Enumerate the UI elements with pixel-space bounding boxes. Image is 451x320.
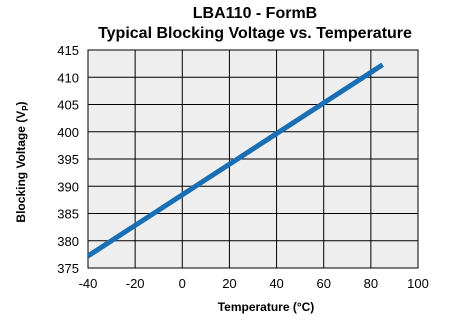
x-tick-label: -40 xyxy=(79,276,98,291)
x-tick-label: 0 xyxy=(179,276,186,291)
y-tick-label: 385 xyxy=(57,207,79,222)
y-axis-label-subscript: P xyxy=(21,105,30,111)
y-tick-label: 395 xyxy=(57,152,79,167)
series-line xyxy=(86,62,385,259)
y-axis-label-main: Blocking Voltage (V xyxy=(14,111,28,223)
y-tick-label: 390 xyxy=(57,179,79,194)
y-tick-label: 375 xyxy=(57,261,79,276)
y-axis-label: Blocking Voltage (VP) xyxy=(14,101,30,222)
y-axis-label-close: ) xyxy=(14,101,28,105)
chart-title: LBA110 - FormB xyxy=(193,5,317,22)
x-tick-labels: -40 -20 0 20 40 60 80 100 xyxy=(79,276,429,291)
x-tick-label: 60 xyxy=(316,276,330,291)
x-tick-label: 100 xyxy=(407,276,429,291)
x-tick-label: 40 xyxy=(269,276,283,291)
y-tick-label: 405 xyxy=(57,98,79,113)
y-tick-label: 400 xyxy=(57,125,79,140)
x-tick-label: 20 xyxy=(222,276,236,291)
y-tick-label: 410 xyxy=(57,70,79,85)
grid xyxy=(87,49,419,269)
y-tick-label: 415 xyxy=(57,43,79,58)
x-tick-label: 80 xyxy=(364,276,378,291)
y-tick-labels: 375 380 385 390 395 400 405 410 415 xyxy=(57,43,79,276)
x-tick-label: -20 xyxy=(126,276,145,291)
y-tick-label: 380 xyxy=(57,234,79,249)
chart-subtitle: Typical Blocking Voltage vs. Temperature xyxy=(98,25,412,42)
x-axis-label: Temperature (°C) xyxy=(218,300,315,314)
series-group xyxy=(86,62,385,259)
